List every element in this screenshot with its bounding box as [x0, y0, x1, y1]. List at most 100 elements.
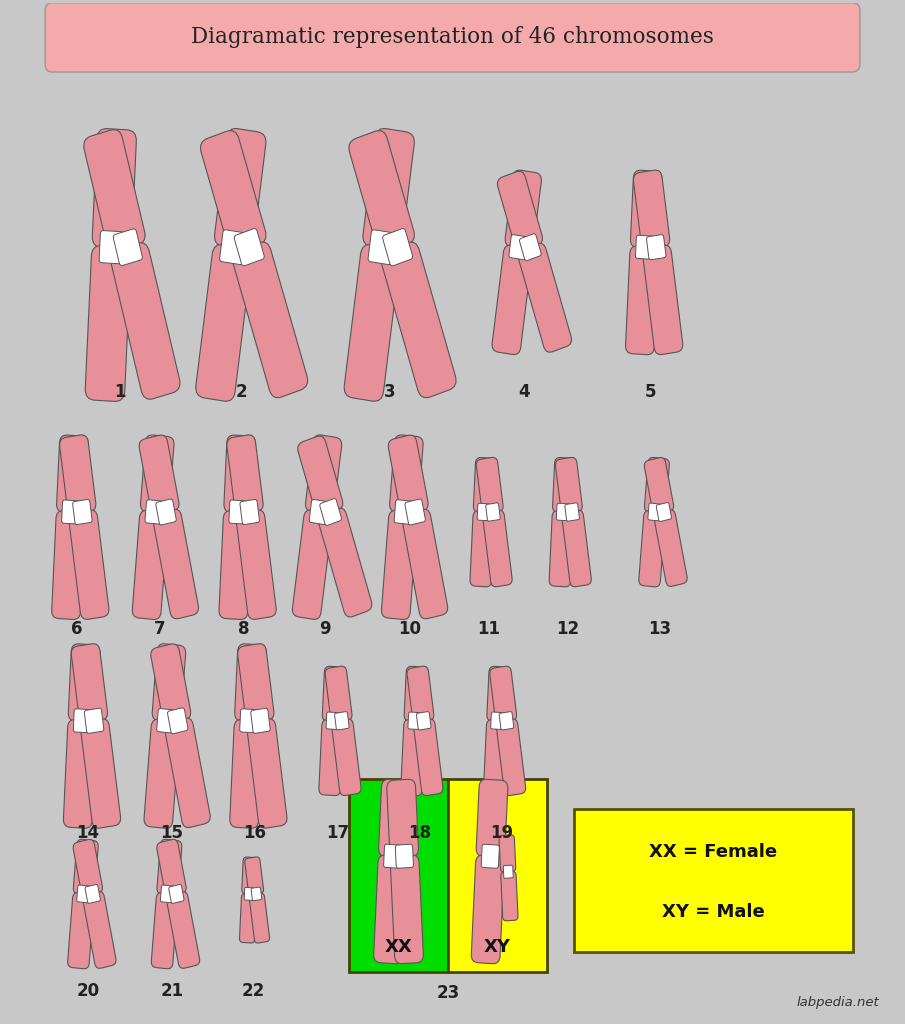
FancyBboxPatch shape	[145, 500, 164, 524]
FancyBboxPatch shape	[381, 242, 456, 397]
FancyBboxPatch shape	[227, 435, 263, 514]
FancyBboxPatch shape	[306, 435, 342, 514]
FancyBboxPatch shape	[139, 435, 179, 515]
FancyBboxPatch shape	[549, 511, 574, 587]
FancyBboxPatch shape	[483, 720, 508, 796]
FancyBboxPatch shape	[654, 510, 687, 587]
FancyBboxPatch shape	[481, 844, 500, 868]
FancyBboxPatch shape	[242, 857, 258, 894]
Text: XX: XX	[385, 938, 413, 955]
FancyBboxPatch shape	[157, 840, 182, 895]
FancyBboxPatch shape	[368, 229, 395, 264]
Text: 1: 1	[114, 383, 126, 400]
Text: 6: 6	[71, 621, 82, 638]
FancyBboxPatch shape	[52, 511, 85, 620]
FancyBboxPatch shape	[85, 246, 131, 401]
FancyBboxPatch shape	[639, 511, 665, 587]
Text: 20: 20	[77, 982, 100, 999]
Bar	[349, 779, 448, 973]
FancyBboxPatch shape	[62, 500, 80, 524]
FancyBboxPatch shape	[230, 720, 262, 828]
FancyBboxPatch shape	[349, 130, 414, 253]
FancyBboxPatch shape	[390, 435, 424, 514]
FancyBboxPatch shape	[500, 835, 516, 872]
FancyBboxPatch shape	[634, 170, 670, 249]
FancyBboxPatch shape	[416, 712, 431, 730]
FancyBboxPatch shape	[160, 885, 175, 903]
FancyBboxPatch shape	[83, 130, 145, 252]
FancyBboxPatch shape	[219, 511, 252, 620]
FancyBboxPatch shape	[644, 458, 670, 513]
FancyBboxPatch shape	[556, 458, 582, 514]
FancyBboxPatch shape	[229, 500, 247, 524]
FancyBboxPatch shape	[631, 170, 662, 249]
FancyBboxPatch shape	[405, 667, 428, 722]
FancyBboxPatch shape	[644, 458, 673, 514]
FancyBboxPatch shape	[505, 170, 541, 249]
FancyBboxPatch shape	[240, 709, 258, 733]
FancyBboxPatch shape	[326, 712, 339, 729]
FancyBboxPatch shape	[562, 510, 591, 587]
FancyBboxPatch shape	[68, 644, 100, 722]
Text: 23: 23	[436, 984, 460, 1001]
Text: 8: 8	[238, 621, 250, 638]
FancyBboxPatch shape	[249, 893, 270, 943]
Text: 18: 18	[408, 824, 431, 842]
FancyBboxPatch shape	[656, 503, 672, 521]
Text: 15: 15	[160, 824, 184, 842]
FancyBboxPatch shape	[292, 510, 332, 620]
FancyBboxPatch shape	[157, 840, 186, 896]
FancyBboxPatch shape	[132, 510, 168, 620]
FancyBboxPatch shape	[72, 500, 92, 524]
FancyBboxPatch shape	[140, 435, 174, 514]
FancyBboxPatch shape	[490, 667, 517, 723]
FancyBboxPatch shape	[319, 499, 341, 525]
FancyBboxPatch shape	[63, 720, 97, 828]
FancyBboxPatch shape	[500, 712, 514, 730]
Text: 2: 2	[235, 383, 247, 400]
FancyBboxPatch shape	[401, 720, 425, 796]
FancyBboxPatch shape	[407, 667, 433, 723]
FancyBboxPatch shape	[519, 233, 541, 261]
FancyBboxPatch shape	[224, 435, 255, 513]
Text: XY = Male: XY = Male	[662, 903, 765, 921]
FancyBboxPatch shape	[244, 857, 263, 895]
FancyBboxPatch shape	[167, 708, 188, 734]
FancyBboxPatch shape	[378, 779, 410, 857]
FancyBboxPatch shape	[477, 503, 491, 521]
Text: 17: 17	[326, 824, 349, 842]
FancyBboxPatch shape	[238, 644, 274, 723]
FancyBboxPatch shape	[319, 720, 343, 796]
FancyBboxPatch shape	[92, 129, 137, 249]
FancyBboxPatch shape	[491, 712, 504, 729]
Text: 4: 4	[519, 383, 530, 400]
FancyBboxPatch shape	[214, 128, 266, 250]
FancyBboxPatch shape	[646, 234, 666, 260]
Text: 12: 12	[556, 621, 579, 638]
FancyBboxPatch shape	[395, 500, 413, 524]
FancyBboxPatch shape	[69, 510, 109, 620]
FancyBboxPatch shape	[492, 245, 532, 354]
Text: 13: 13	[648, 621, 671, 638]
FancyBboxPatch shape	[201, 130, 266, 253]
FancyBboxPatch shape	[165, 718, 210, 827]
FancyBboxPatch shape	[236, 510, 276, 620]
Text: 10: 10	[398, 621, 421, 638]
Text: 19: 19	[491, 824, 513, 842]
FancyBboxPatch shape	[472, 855, 504, 964]
FancyBboxPatch shape	[167, 892, 200, 969]
FancyBboxPatch shape	[156, 499, 176, 525]
FancyBboxPatch shape	[310, 500, 329, 524]
FancyBboxPatch shape	[402, 509, 448, 618]
FancyBboxPatch shape	[557, 503, 570, 521]
FancyBboxPatch shape	[648, 503, 662, 521]
FancyBboxPatch shape	[84, 709, 104, 733]
FancyBboxPatch shape	[395, 844, 414, 868]
FancyBboxPatch shape	[234, 644, 266, 722]
FancyBboxPatch shape	[470, 511, 494, 587]
Text: 9: 9	[319, 621, 330, 638]
Text: 16: 16	[243, 824, 266, 842]
FancyBboxPatch shape	[151, 893, 177, 969]
FancyBboxPatch shape	[240, 894, 257, 943]
FancyBboxPatch shape	[625, 246, 659, 354]
